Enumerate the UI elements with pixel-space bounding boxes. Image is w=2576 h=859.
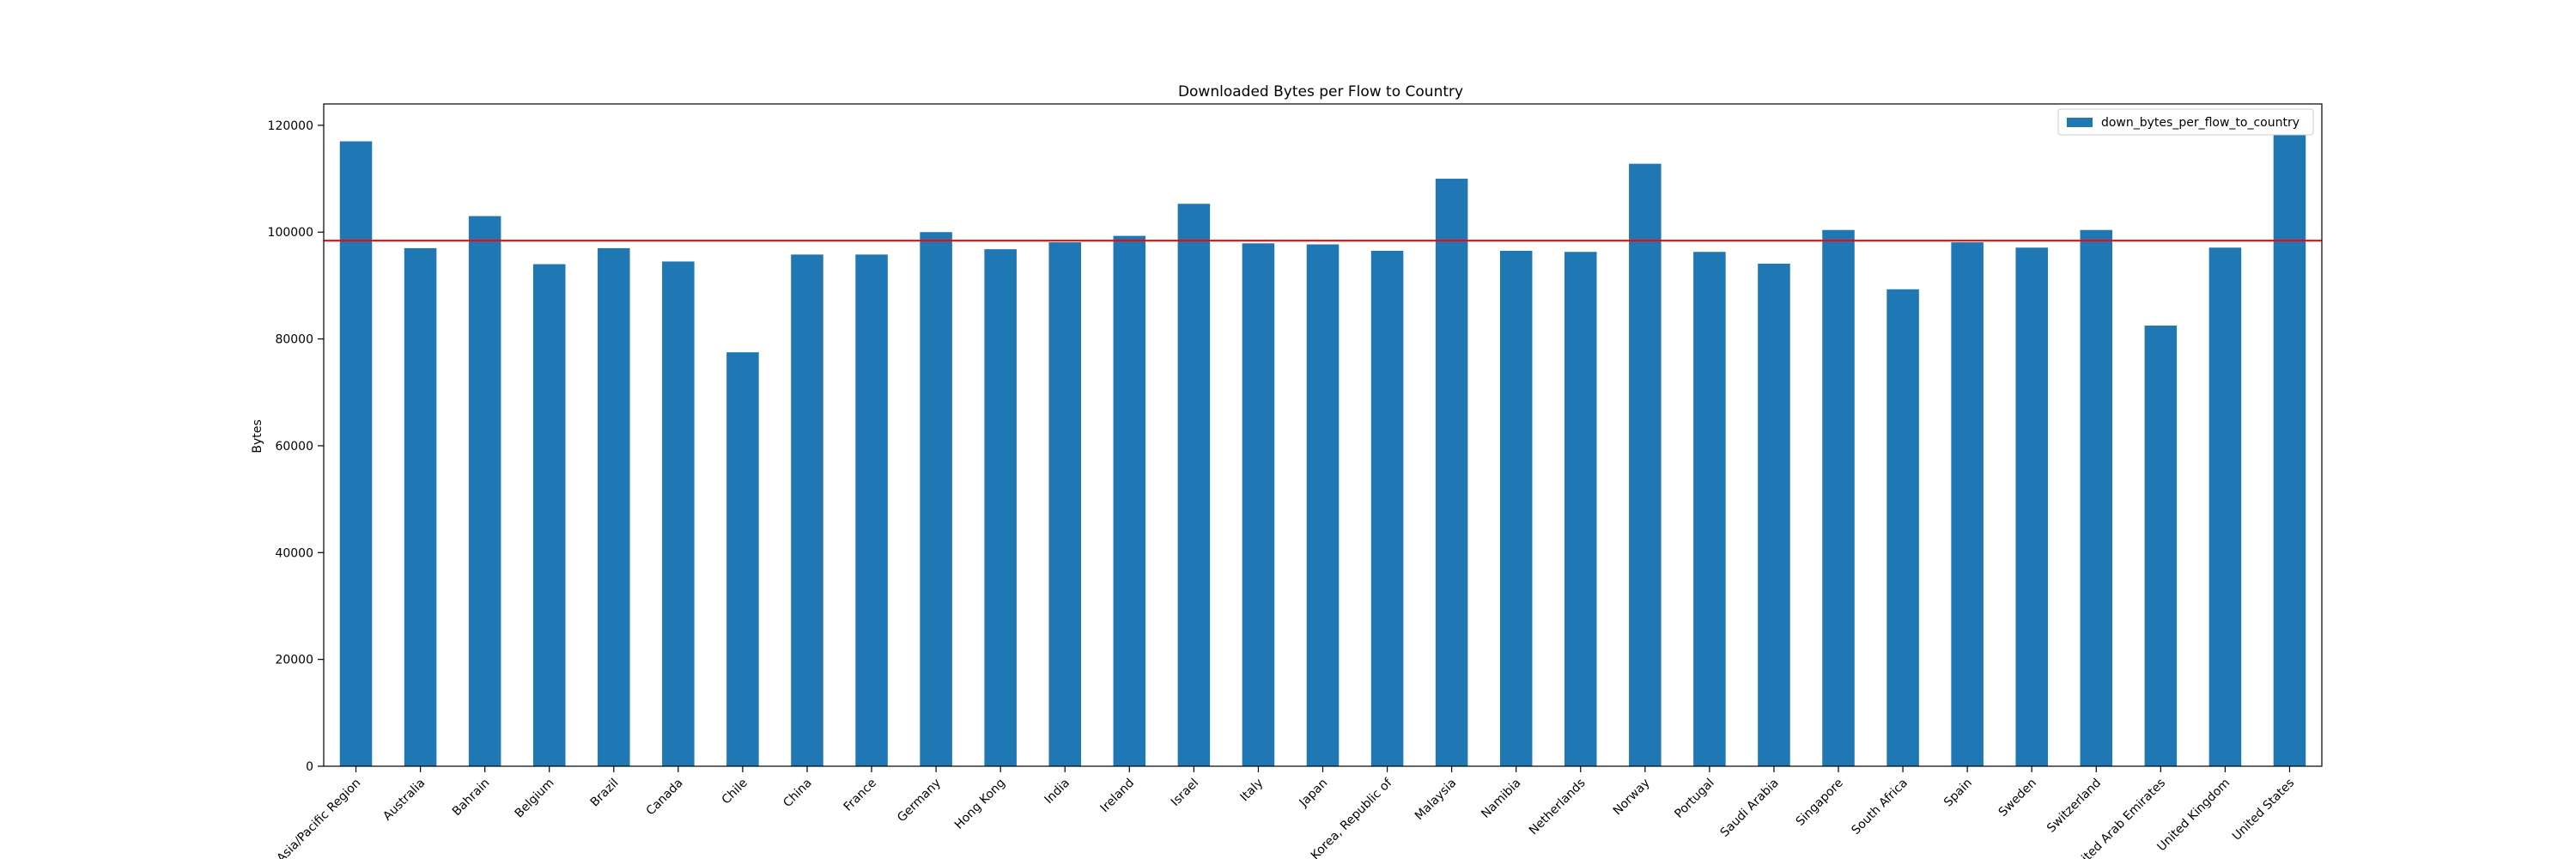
x-tick-label-22: Saudi Arabia: [1718, 777, 1782, 840]
bar-10: [984, 249, 1017, 767]
bar-15: [1306, 244, 1340, 766]
bar-23: [1822, 229, 1855, 766]
bar-13: [1177, 204, 1211, 766]
bar-17: [1435, 179, 1468, 766]
x-tick-label-30: United States: [2230, 777, 2297, 844]
bar-7: [791, 254, 823, 766]
bar-14: [1242, 243, 1275, 766]
bar-4: [598, 247, 630, 766]
x-tick-label-0: Asia/Pacific Region: [274, 777, 363, 859]
y-ticks: 0 20000 40000 60000 80000 100000 120000: [268, 119, 324, 774]
bar-9: [920, 232, 952, 766]
x-tick-label-13: Israel: [1169, 777, 1201, 809]
x-tick-label-27: Switzerland: [2044, 777, 2104, 836]
y-tick-label-0: 0: [306, 760, 313, 774]
x-tick-label-2: Bahrain: [450, 777, 493, 819]
bar-11: [1048, 242, 1082, 766]
bar-22: [1758, 263, 1790, 766]
x-tick-label-1: Australia: [380, 777, 428, 824]
bar-3: [532, 264, 566, 767]
bar-2: [468, 216, 501, 767]
x-tick-label-20: Norway: [1611, 777, 1653, 819]
y-tick-label-6: 120000: [268, 119, 313, 133]
x-tick-label-23: Singapore: [1794, 777, 1846, 829]
y-tick-label-2: 40000: [275, 546, 313, 560]
x-tick-label-11: India: [1042, 777, 1072, 807]
x-tick-label-17: Malaysia: [1413, 777, 1460, 824]
x-tick-label-21: Portugal: [1672, 777, 1716, 821]
legend-box: [2057, 108, 2314, 136]
bar-5: [662, 261, 695, 766]
x-tick-label-5: Canada: [644, 777, 686, 819]
bar-27: [2080, 229, 2113, 766]
x-tick-label-18: Namibia: [1479, 777, 1523, 821]
y-tick-label-3: 60000: [275, 440, 313, 454]
y-axis-label: Bytes: [251, 419, 264, 453]
bar-28: [2144, 326, 2178, 767]
bar-0: [339, 141, 373, 767]
legend-swatch: [2066, 118, 2093, 127]
x-tick-label-25: Spain: [1941, 777, 1975, 810]
bar-30: [2273, 134, 2306, 766]
x-tick-label-29: United Kingdom: [2154, 777, 2233, 855]
bar-26: [2015, 247, 2048, 766]
bar-6: [726, 352, 759, 766]
bar-20: [1629, 163, 1662, 767]
bar-18: [1499, 250, 1533, 766]
x-tick-label-24: South Africa: [1849, 777, 1910, 838]
x-tick-label-26: Sweden: [1996, 777, 2039, 819]
x-tick-label-3: Belgium: [513, 777, 557, 821]
x-tick-label-14: Italy: [1237, 777, 1266, 805]
bar-24: [1886, 289, 1919, 767]
x-tick-label-4: Brazil: [588, 777, 622, 810]
x-tick-label-8: France: [841, 777, 879, 814]
y-tick-label-4: 80000: [275, 333, 313, 347]
bar-16: [1370, 250, 1404, 766]
bar-1: [404, 247, 437, 766]
x-tick-label-10: Hong Kong: [952, 777, 1008, 832]
plot-frame: [323, 103, 2323, 767]
x-tick-label-12: Ireland: [1098, 777, 1138, 816]
x-tick-label-15: Japan: [1297, 777, 1331, 811]
bar-8: [855, 254, 888, 766]
x-tick-label-9: Germany: [895, 777, 944, 825]
y-tick-label-1: 20000: [275, 654, 313, 667]
chart-title: Downloaded Bytes per Flow to Country: [1178, 83, 1463, 101]
legend[interactable]: down_bytes_per_flow_to_country: [2057, 108, 2314, 136]
bar-25: [1951, 242, 1984, 766]
bar-12: [1113, 235, 1146, 766]
bar-21: [1693, 252, 1726, 766]
x-tick-label-19: Netherlands: [1527, 777, 1589, 838]
x-ticks: Asia/Pacific Region Australia Bahrain Belgi…: [274, 766, 2297, 859]
bars-layer: [339, 134, 2306, 767]
bar-19: [1564, 252, 1597, 766]
bar-29: [2208, 247, 2242, 766]
x-tick-label-7: China: [781, 777, 815, 811]
x-tick-label-6: Chile: [720, 777, 750, 807]
y-tick-label-5: 100000: [268, 226, 313, 240]
legend-label: down_bytes_per_flow_to_country: [2101, 116, 2300, 130]
